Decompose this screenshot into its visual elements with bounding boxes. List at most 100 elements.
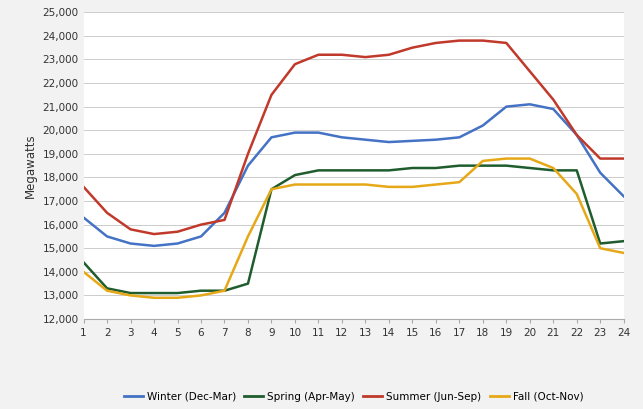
Line: Spring (Apr-May): Spring (Apr-May)	[84, 166, 624, 293]
Fall (Oct-Nov)	[549, 166, 557, 171]
Summer (Jun-Sep)	[596, 156, 604, 161]
Fall (Oct-Nov)	[80, 270, 87, 274]
Summer (Jun-Sep)	[174, 229, 181, 234]
Winter (Dec-Mar)	[596, 170, 604, 175]
Winter (Dec-Mar)	[479, 123, 487, 128]
Spring (Apr-May)	[291, 173, 299, 178]
Line: Summer (Jun-Sep): Summer (Jun-Sep)	[84, 40, 624, 234]
Winter (Dec-Mar)	[197, 234, 205, 239]
Spring (Apr-May)	[549, 168, 557, 173]
Winter (Dec-Mar)	[361, 137, 369, 142]
Fall (Oct-Nov)	[620, 250, 628, 255]
Line: Winter (Dec-Mar): Winter (Dec-Mar)	[84, 104, 624, 246]
Fall (Oct-Nov)	[455, 180, 463, 184]
Winter (Dec-Mar)	[408, 138, 416, 143]
Summer (Jun-Sep)	[455, 38, 463, 43]
Spring (Apr-May)	[432, 166, 440, 171]
Summer (Jun-Sep)	[361, 55, 369, 60]
Fall (Oct-Nov)	[314, 182, 322, 187]
Winter (Dec-Mar)	[221, 210, 228, 215]
Winter (Dec-Mar)	[267, 135, 275, 140]
Spring (Apr-May)	[244, 281, 252, 286]
Spring (Apr-May)	[361, 168, 369, 173]
Spring (Apr-May)	[174, 291, 181, 296]
Spring (Apr-May)	[267, 187, 275, 192]
Fall (Oct-Nov)	[526, 156, 534, 161]
Winter (Dec-Mar)	[104, 234, 111, 239]
Fall (Oct-Nov)	[197, 293, 205, 298]
Summer (Jun-Sep)	[267, 92, 275, 97]
Summer (Jun-Sep)	[620, 156, 628, 161]
Summer (Jun-Sep)	[150, 231, 158, 236]
Winter (Dec-Mar)	[620, 194, 628, 199]
Fall (Oct-Nov)	[479, 158, 487, 163]
Fall (Oct-Nov)	[432, 182, 440, 187]
Summer (Jun-Sep)	[291, 62, 299, 67]
Spring (Apr-May)	[596, 241, 604, 246]
Spring (Apr-May)	[573, 168, 581, 173]
Fall (Oct-Nov)	[267, 187, 275, 192]
Winter (Dec-Mar)	[244, 163, 252, 168]
Spring (Apr-May)	[150, 291, 158, 296]
Fall (Oct-Nov)	[291, 182, 299, 187]
Winter (Dec-Mar)	[432, 137, 440, 142]
Fall (Oct-Nov)	[385, 184, 393, 189]
Summer (Jun-Sep)	[338, 52, 346, 57]
Spring (Apr-May)	[408, 166, 416, 171]
Spring (Apr-May)	[479, 163, 487, 168]
Spring (Apr-May)	[80, 260, 87, 265]
Line: Fall (Oct-Nov): Fall (Oct-Nov)	[84, 159, 624, 298]
Fall (Oct-Nov)	[596, 246, 604, 251]
Fall (Oct-Nov)	[104, 288, 111, 293]
Spring (Apr-May)	[620, 239, 628, 244]
Winter (Dec-Mar)	[150, 243, 158, 248]
Fall (Oct-Nov)	[150, 295, 158, 300]
Fall (Oct-Nov)	[127, 293, 134, 298]
Summer (Jun-Sep)	[526, 69, 534, 74]
Fall (Oct-Nov)	[361, 182, 369, 187]
Spring (Apr-May)	[526, 166, 534, 171]
Fall (Oct-Nov)	[338, 182, 346, 187]
Fall (Oct-Nov)	[502, 156, 510, 161]
Winter (Dec-Mar)	[338, 135, 346, 140]
Summer (Jun-Sep)	[408, 45, 416, 50]
Fall (Oct-Nov)	[221, 288, 228, 293]
Summer (Jun-Sep)	[221, 218, 228, 222]
Legend: Winter (Dec-Mar), Spring (Apr-May), Summer (Jun-Sep), Fall (Oct-Nov): Winter (Dec-Mar), Spring (Apr-May), Summ…	[120, 387, 588, 406]
Summer (Jun-Sep)	[432, 40, 440, 45]
Summer (Jun-Sep)	[549, 97, 557, 102]
Fall (Oct-Nov)	[408, 184, 416, 189]
Spring (Apr-May)	[385, 168, 393, 173]
Summer (Jun-Sep)	[573, 133, 581, 137]
Spring (Apr-May)	[197, 288, 205, 293]
Fall (Oct-Nov)	[573, 191, 581, 196]
Winter (Dec-Mar)	[174, 241, 181, 246]
Winter (Dec-Mar)	[291, 130, 299, 135]
Winter (Dec-Mar)	[127, 241, 134, 246]
Winter (Dec-Mar)	[80, 215, 87, 220]
Fall (Oct-Nov)	[174, 295, 181, 300]
Winter (Dec-Mar)	[502, 104, 510, 109]
Winter (Dec-Mar)	[385, 139, 393, 144]
Summer (Jun-Sep)	[385, 52, 393, 57]
Summer (Jun-Sep)	[197, 222, 205, 227]
Winter (Dec-Mar)	[549, 107, 557, 112]
Summer (Jun-Sep)	[244, 151, 252, 156]
Winter (Dec-Mar)	[455, 135, 463, 140]
Y-axis label: Megawatts: Megawatts	[24, 133, 37, 198]
Summer (Jun-Sep)	[502, 40, 510, 45]
Spring (Apr-May)	[502, 163, 510, 168]
Summer (Jun-Sep)	[104, 210, 111, 215]
Winter (Dec-Mar)	[573, 133, 581, 137]
Spring (Apr-May)	[104, 286, 111, 291]
Winter (Dec-Mar)	[314, 130, 322, 135]
Spring (Apr-May)	[314, 168, 322, 173]
Fall (Oct-Nov)	[244, 234, 252, 239]
Winter (Dec-Mar)	[526, 102, 534, 107]
Spring (Apr-May)	[338, 168, 346, 173]
Spring (Apr-May)	[127, 291, 134, 296]
Summer (Jun-Sep)	[314, 52, 322, 57]
Spring (Apr-May)	[455, 163, 463, 168]
Summer (Jun-Sep)	[479, 38, 487, 43]
Spring (Apr-May)	[221, 288, 228, 293]
